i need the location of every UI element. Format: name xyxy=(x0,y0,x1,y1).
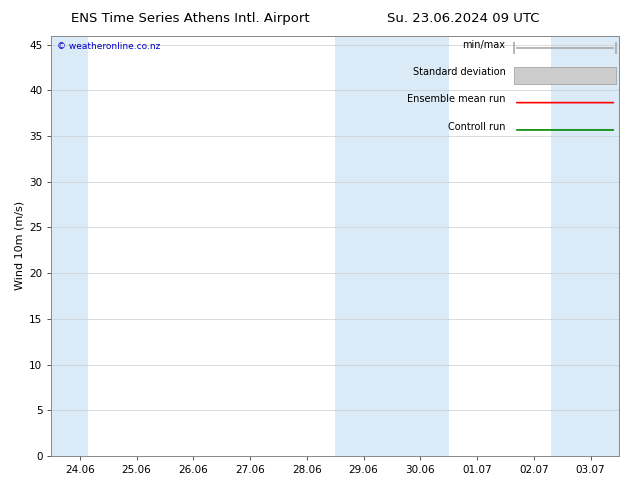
Y-axis label: Wind 10m (m/s): Wind 10m (m/s) xyxy=(15,201,25,291)
Bar xyxy=(514,67,616,84)
Bar xyxy=(51,36,88,456)
Bar xyxy=(335,36,449,456)
Text: Su. 23.06.2024 09 UTC: Su. 23.06.2024 09 UTC xyxy=(387,12,539,25)
Text: ENS Time Series Athens Intl. Airport: ENS Time Series Athens Intl. Airport xyxy=(71,12,309,25)
Text: Standard deviation: Standard deviation xyxy=(413,67,505,77)
Text: Ensemble mean run: Ensemble mean run xyxy=(407,95,505,104)
Text: min/max: min/max xyxy=(462,40,505,50)
Text: Controll run: Controll run xyxy=(448,122,505,132)
Bar xyxy=(551,36,619,456)
Text: © weatheronline.co.nz: © weatheronline.co.nz xyxy=(57,42,160,51)
